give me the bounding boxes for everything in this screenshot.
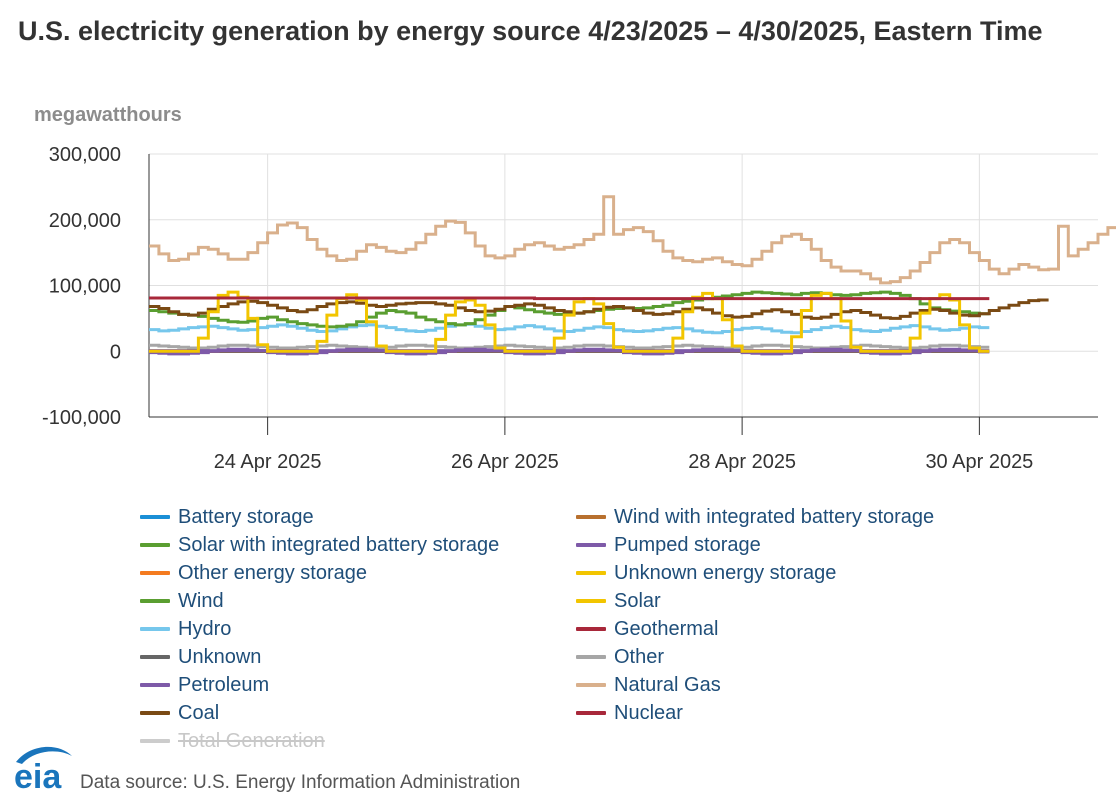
y-tick-label: 0 (110, 341, 121, 363)
legend-swatch (576, 543, 606, 547)
legend-label: Nuclear (614, 701, 683, 724)
legend-label: Natural Gas (614, 673, 721, 696)
legend-item-geothermal[interactable]: Geothermal (576, 616, 719, 642)
x-tick-label: 28 Apr 2025 (688, 451, 796, 473)
y-tick-label: 100,000 (49, 276, 121, 298)
legend-label: Battery storage (178, 505, 314, 528)
legend-item-unknown[interactable]: Unknown (140, 644, 261, 670)
legend-label: Total Generation (178, 729, 325, 752)
y-axis-unit-label: megawatthours (34, 104, 182, 126)
legend-swatch (576, 627, 606, 631)
series-line-solar[interactable] (149, 290, 990, 353)
series-line-hydro[interactable] (149, 322, 990, 335)
legend-swatch (576, 571, 606, 575)
legend-label: Other energy storage (178, 561, 367, 584)
plot-area[interactable] (149, 195, 1116, 356)
legend-swatch (140, 515, 170, 519)
x-tick-label: 24 Apr 2025 (214, 451, 322, 473)
legend-swatch (140, 571, 170, 575)
legend-swatch (140, 711, 170, 715)
series-line-pumped-storage[interactable] (149, 347, 990, 356)
legend-item-pumped-storage[interactable]: Pumped storage (576, 532, 761, 558)
legend-swatch (576, 655, 606, 659)
legend-label: Coal (178, 701, 220, 724)
legend-swatch (140, 543, 170, 547)
legend-label: Other (614, 645, 665, 668)
legend-item-unknown-energy-storage[interactable]: Unknown energy storage (576, 560, 836, 586)
legend-item-battery-storage[interactable]: Battery storage (140, 504, 314, 530)
axes: -100,000 0 100,000 200,000 300,000 24 Apr 202… (42, 144, 1098, 473)
legend-swatch (140, 599, 170, 603)
legend-label: Solar with integrated battery storage (178, 533, 500, 556)
legend-swatch (576, 599, 606, 603)
legend-label: Wind with integrated battery storage (614, 505, 935, 528)
legend-label: Wind (178, 589, 224, 612)
legend-label: Petroleum (178, 673, 270, 696)
line-chart: -100,000 0 100,000 200,000 300,000 24 Apr 202… (42, 144, 1116, 473)
series-line-other[interactable] (149, 343, 990, 350)
legend-swatch (140, 655, 170, 659)
legend-item-petroleum[interactable]: Petroleum (140, 672, 269, 698)
legend-item-wind-with-integrated-battery-storage[interactable]: Wind with integrated battery storage (576, 504, 934, 530)
legend-swatch (576, 515, 606, 519)
legend-label: Pumped storage (614, 533, 761, 556)
y-tick-label: -100,000 (42, 407, 121, 429)
chart-title: U.S. electricity generation by energy so… (18, 16, 1043, 46)
legend-item-wind[interactable]: Wind (140, 588, 224, 614)
data-source-note: Data source: U.S. Energy Information Adm… (80, 772, 521, 793)
eia-logo-text: eia (14, 758, 62, 794)
x-tick-label: 26 Apr 2025 (451, 451, 559, 473)
eia-logo-icon: eia (14, 746, 72, 794)
legend-swatch (576, 711, 606, 715)
legend-label: Unknown (178, 645, 262, 668)
x-tick-label: 30 Apr 2025 (925, 451, 1033, 473)
legend-swatch (140, 683, 170, 687)
legend-item-total-generation[interactable]: Total Generation (140, 728, 325, 754)
legend-swatch (140, 739, 170, 743)
legend-label: Unknown energy storage (614, 561, 837, 584)
legend-item-solar[interactable]: Solar (576, 588, 661, 614)
legend-item-natural-gas[interactable]: Natural Gas (576, 672, 721, 698)
eia-logo: eia (12, 744, 78, 794)
legend-item-nuclear[interactable]: Nuclear (576, 700, 683, 726)
legend-item-coal[interactable]: Coal (140, 700, 219, 726)
legend-item-hydro[interactable]: Hydro (140, 616, 231, 642)
y-tick-label: 200,000 (49, 210, 121, 232)
grid (149, 153, 1098, 417)
legend-swatch (140, 627, 170, 631)
legend-item-other[interactable]: Other (576, 644, 664, 670)
series-line-natural-gas[interactable] (149, 195, 1116, 285)
legend-label: Solar (614, 589, 661, 612)
legend-label: Geothermal (614, 617, 719, 640)
legend-label: Hydro (178, 617, 232, 640)
series-line-nuclear[interactable] (149, 296, 990, 301)
y-tick-label: 300,000 (49, 144, 121, 166)
legend-item-solar-with-integrated-battery-storage[interactable]: Solar with integrated battery storage (140, 532, 499, 558)
legend-swatch (576, 683, 606, 687)
legend-item-other-energy-storage[interactable]: Other energy storage (140, 560, 367, 586)
